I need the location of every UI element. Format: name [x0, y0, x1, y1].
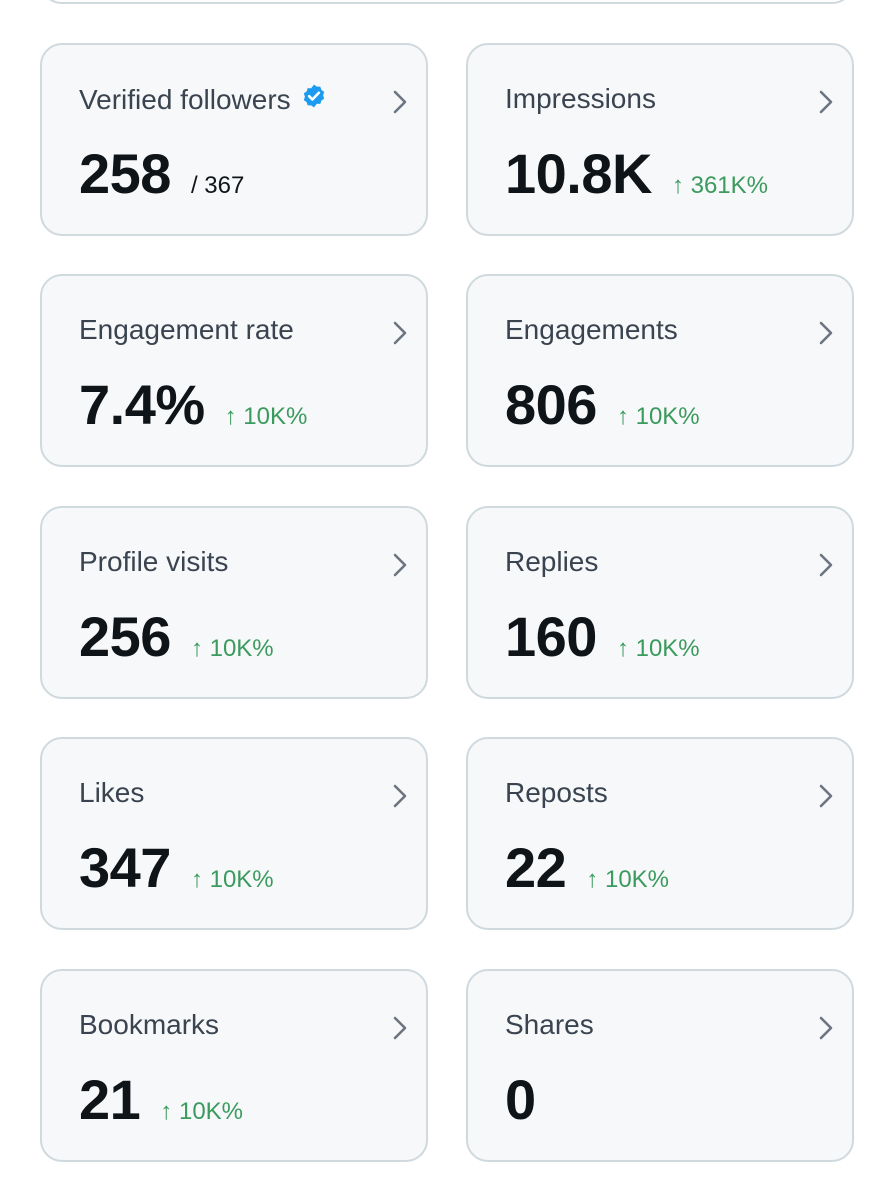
metric-label: Verified followers: [79, 83, 327, 116]
metric-label-text: Engagements: [505, 314, 678, 345]
previous-card: [40, 0, 854, 4]
metric-label: Reposts: [505, 777, 608, 809]
metric-label-text: Likes: [79, 777, 145, 808]
metric-card[interactable]: Profile visits 256 ↑ 10K%: [40, 506, 428, 699]
metric-value: 160: [505, 605, 597, 668]
metric-card[interactable]: Replies 160 ↑ 10K%: [466, 506, 854, 699]
metric-change: ↑ 10K%: [190, 635, 274, 662]
metric-row: 7.4% ↑ 10K%: [79, 372, 307, 437]
metric-row: 256 ↑ 10K%: [79, 604, 274, 669]
metric-value: 256: [79, 605, 171, 668]
metric-label-text: Impressions: [505, 83, 656, 114]
metric-label: Replies: [505, 546, 598, 578]
metric-value: 258: [79, 142, 171, 205]
metric-value: 7.4%: [79, 373, 205, 436]
metric-value: 22: [505, 836, 567, 899]
metric-row: 10.8K ↑ 361K%: [505, 141, 768, 206]
chevron: [818, 552, 834, 583]
metric-change: ↑ 10K%: [586, 866, 670, 893]
metric-label-text: Engagement rate: [79, 314, 294, 345]
metric-label: Shares: [505, 1009, 594, 1041]
metric-row: 0: [505, 1067, 536, 1132]
metric-value: 21: [79, 1068, 141, 1131]
metric-change: ↑ 10K%: [160, 1098, 244, 1125]
chevron: [392, 552, 408, 583]
metric-card[interactable]: Engagement rate 7.4% ↑ 10K%: [40, 274, 428, 467]
metric-change: ↑ 10K%: [190, 866, 274, 893]
metric-card[interactable]: Verified followers 258 / 367: [40, 43, 428, 236]
metric-label: Engagement rate: [79, 314, 294, 346]
metric-row: 258 / 367: [79, 141, 244, 206]
metric-change: ↑ 361K%: [671, 172, 768, 199]
metric-change: ↑ 10K%: [616, 635, 700, 662]
metric-label-text: Replies: [505, 546, 599, 577]
metric-label: Bookmarks: [79, 1009, 219, 1041]
metric-card[interactable]: Engagements 806 ↑ 10K%: [466, 274, 854, 467]
metric-card[interactable]: Shares 0: [466, 969, 854, 1162]
chevron: [392, 783, 408, 814]
metric-label: Impressions: [505, 83, 656, 115]
metric-label-text: Profile visits: [79, 546, 229, 577]
metric-card[interactable]: Bookmarks 21 ↑ 10K%: [40, 969, 428, 1162]
metric-label-text: Bookmarks: [79, 1009, 220, 1040]
metric-card[interactable]: Impressions 10.8K ↑ 361K%: [466, 43, 854, 236]
metric-row: 160 ↑ 10K%: [505, 604, 700, 669]
chevron: [818, 783, 834, 814]
metric-label-text: Verified followers: [79, 83, 291, 115]
metric-label-text: Reposts: [505, 777, 608, 808]
metric-row: 21 ↑ 10K%: [79, 1067, 243, 1132]
metric-label: Likes: [79, 777, 144, 809]
metric-total: / 367: [190, 172, 245, 199]
verified-badge: [301, 83, 327, 116]
metric-row: 806 ↑ 10K%: [505, 372, 700, 437]
metric-change: ↑ 10K%: [224, 403, 308, 430]
metric-row: 22 ↑ 10K%: [505, 835, 669, 900]
chevron: [818, 1015, 834, 1046]
metric-label: Profile visits: [79, 546, 228, 578]
chevron: [392, 1015, 408, 1046]
metric-row: 347 ↑ 10K%: [79, 835, 274, 900]
metric-value: 0: [505, 1068, 536, 1131]
chevron: [818, 89, 834, 120]
metric-change: ↑ 10K%: [616, 403, 700, 430]
metric-value: 347: [79, 836, 171, 899]
metric-label: Engagements: [505, 314, 678, 346]
metric-label-text: Shares: [505, 1009, 594, 1040]
metric-card[interactable]: Reposts 22 ↑ 10K%: [466, 737, 854, 930]
metric-card[interactable]: Likes 347 ↑ 10K%: [40, 737, 428, 930]
chevron: [392, 89, 408, 120]
metric-value: 806: [505, 373, 597, 436]
chevron: [392, 320, 408, 351]
metric-value: 10.8K: [505, 142, 652, 205]
chevron: [818, 320, 834, 351]
